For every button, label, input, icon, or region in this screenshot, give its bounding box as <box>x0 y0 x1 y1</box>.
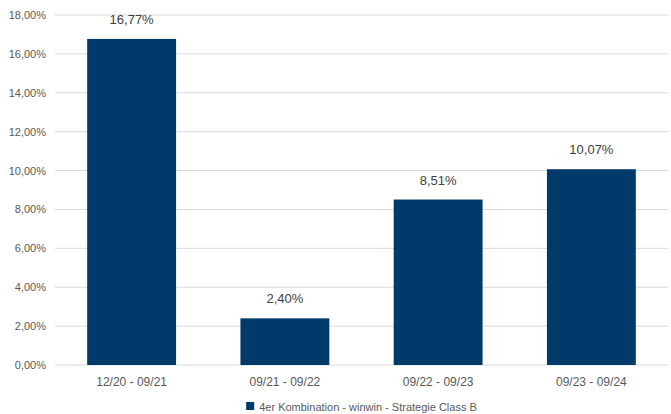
data-label: 10,07% <box>569 142 614 157</box>
y-tick-label: 16,00% <box>9 48 47 60</box>
x-tick-label: 12/20 - 09/21 <box>96 375 167 389</box>
y-tick-label: 10,00% <box>9 165 47 177</box>
y-tick-label: 18,00% <box>9 9 47 21</box>
chart-container: 0,00% 2,00% 4,00% 6,00% 8,00% 10,00% 12,00% 14,… <box>0 0 671 414</box>
x-tick-label: 09/22 - 09/23 <box>403 375 474 389</box>
legend-swatch <box>246 402 254 410</box>
legend: 4er Kombination - winwin - Strategie Cla… <box>246 401 477 413</box>
bar <box>547 169 636 365</box>
bar <box>240 318 329 365</box>
grid <box>55 15 668 365</box>
y-tick-label: 12,00% <box>9 126 47 138</box>
data-label: 2,40% <box>266 291 303 306</box>
bar <box>394 200 483 365</box>
data-label: 8,51% <box>420 173 457 188</box>
x-tick-label: 09/21 - 09/22 <box>250 375 321 389</box>
bars <box>87 39 636 365</box>
y-tick-label: 4,00% <box>15 281 46 293</box>
legend-label: 4er Kombination - winwin - Strategie Cla… <box>259 401 477 413</box>
y-tick-label: 6,00% <box>15 242 46 254</box>
y-tick-label: 2,00% <box>15 320 46 332</box>
y-tick-label: 0,00% <box>15 359 46 371</box>
y-tick-label: 8,00% <box>15 203 46 215</box>
x-tick-label: 09/23 - 09/24 <box>556 375 627 389</box>
bar <box>87 39 176 365</box>
y-tick-label: 14,00% <box>9 87 47 99</box>
chart: 0,00% 2,00% 4,00% 6,00% 8,00% 10,00% 12,00% 14,… <box>0 0 671 414</box>
data-label: 16,77% <box>110 12 155 27</box>
